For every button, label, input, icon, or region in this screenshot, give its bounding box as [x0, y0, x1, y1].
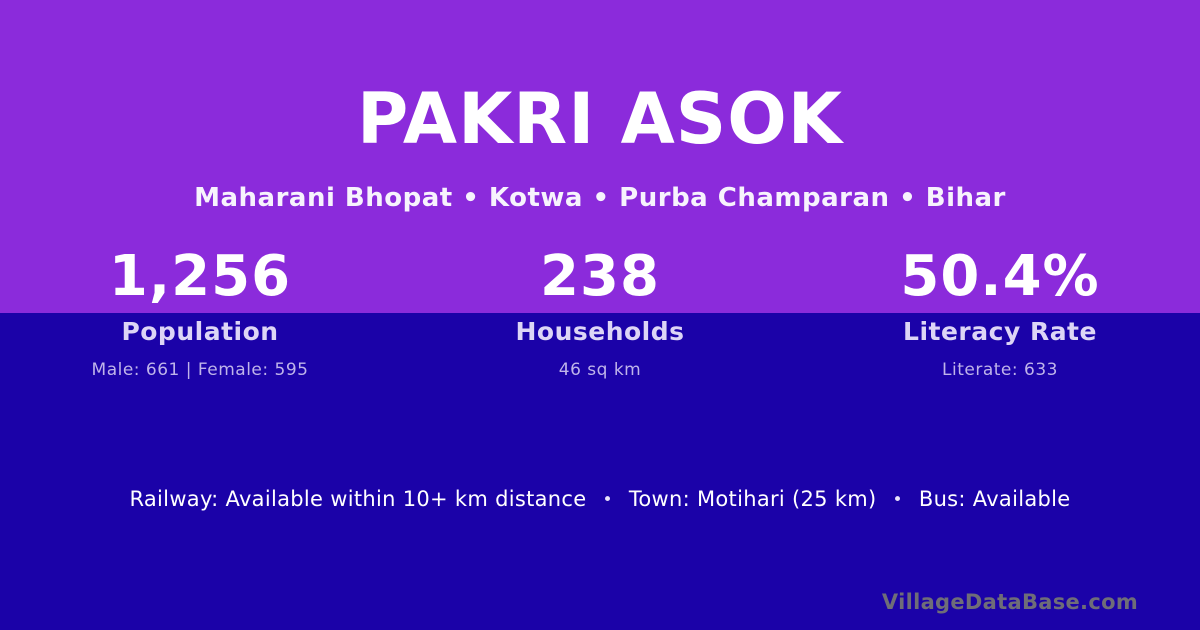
transport-info-line: Railway: Available within 10+ km distanc…: [0, 487, 1200, 511]
bus-info: Bus: Available: [918, 487, 1071, 511]
bottom-blue-band: [0, 313, 1200, 630]
bullet-separator: •: [602, 490, 613, 510]
brand-watermark: VillageDataBase.com: [881, 590, 1138, 614]
bullet-separator: •: [892, 490, 903, 510]
top-purple-band: [0, 0, 1200, 313]
population-value: 1,256: [108, 244, 292, 309]
literacy-label: Literacy Rate: [903, 317, 1097, 346]
population-detail: Male: 661 | Female: 595: [91, 359, 309, 380]
households-value: 238: [540, 244, 660, 309]
location-breadcrumb: Maharani Bhopat • Kotwa • Purba Champara…: [194, 183, 1006, 213]
town-info: Town: Motihari (25 km): [628, 487, 877, 511]
households-label: Households: [515, 317, 685, 346]
literacy-value: 50.4%: [900, 244, 1100, 309]
stat-population: 1,256 Population Male: 661 | Female: 595: [0, 249, 400, 379]
households-detail: 46 sq km: [558, 359, 642, 380]
stats-row: 1,256 Population Male: 661 | Female: 595…: [0, 249, 1200, 379]
stat-households: 238 Households 46 sq km: [400, 249, 800, 379]
stat-literacy: 50.4% Literacy Rate Literate: 633: [800, 249, 1200, 379]
village-title: PAKRI ASOK: [357, 78, 843, 160]
literacy-detail: Literate: 633: [942, 359, 1058, 380]
railway-info: Railway: Available within 10+ km distanc…: [129, 487, 587, 511]
population-label: Population: [121, 317, 279, 346]
